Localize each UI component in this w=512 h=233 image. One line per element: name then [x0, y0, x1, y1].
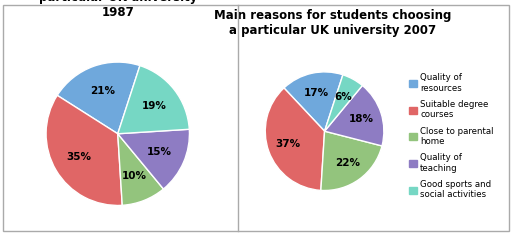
Text: 37%: 37%	[275, 139, 301, 149]
Wedge shape	[265, 88, 325, 190]
Wedge shape	[46, 95, 122, 206]
Wedge shape	[325, 86, 384, 146]
Wedge shape	[321, 131, 382, 191]
Text: 35%: 35%	[66, 152, 91, 162]
Wedge shape	[284, 72, 343, 131]
Wedge shape	[57, 62, 140, 134]
Text: 17%: 17%	[304, 88, 329, 98]
Wedge shape	[118, 134, 163, 205]
Text: 21%: 21%	[90, 86, 115, 96]
Text: 19%: 19%	[141, 101, 166, 111]
Text: 10%: 10%	[122, 171, 147, 181]
Wedge shape	[118, 129, 189, 189]
Title: Main reasons for
students choosing a
particular UK university
1987: Main reasons for students choosing a par…	[38, 0, 197, 19]
Text: 6%: 6%	[334, 92, 352, 102]
Legend: Quality of
resources, Suitable degree
courses, Close to parental
home, Quality o: Quality of resources, Suitable degree co…	[409, 73, 494, 199]
Wedge shape	[325, 75, 362, 131]
Text: 18%: 18%	[349, 114, 374, 124]
Text: 15%: 15%	[147, 147, 173, 157]
Text: 22%: 22%	[335, 158, 360, 168]
Title: Main reasons for students choosing
a particular UK university 2007: Main reasons for students choosing a par…	[214, 9, 452, 37]
Wedge shape	[118, 66, 189, 134]
